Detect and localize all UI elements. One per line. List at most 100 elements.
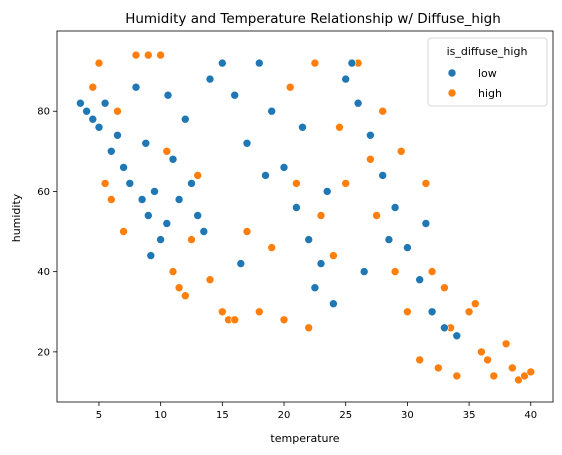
data-point-high <box>168 267 178 276</box>
data-point-low <box>384 235 394 244</box>
data-point-low <box>359 267 369 276</box>
data-point-high <box>378 106 388 116</box>
data-point-high <box>520 371 529 381</box>
data-point-high <box>292 179 301 188</box>
data-point-high <box>254 307 264 317</box>
data-point-low <box>452 331 462 341</box>
x-tick-label: 20 <box>278 410 291 421</box>
data-point-high <box>107 195 116 204</box>
data-point-high <box>310 58 320 68</box>
data-point-low <box>254 58 264 68</box>
data-point-low <box>100 98 110 108</box>
data-point-high <box>279 315 289 325</box>
legend-label-high: high <box>478 87 502 100</box>
data-point-high <box>335 123 344 132</box>
data-point-high <box>162 147 172 156</box>
y-tick-label: 60 <box>37 187 50 198</box>
data-point-low <box>88 114 98 124</box>
data-point-high <box>464 307 474 317</box>
data-point-low <box>378 171 388 180</box>
data-point-low <box>403 243 412 252</box>
x-tick-label: 30 <box>401 410 414 421</box>
data-point-low <box>107 147 116 156</box>
data-point-low <box>329 299 338 309</box>
data-point-high <box>193 171 202 180</box>
data-point-high <box>372 211 381 220</box>
data-point-high <box>187 235 196 244</box>
x-tick-label: 35 <box>463 410 476 421</box>
data-point-high <box>304 323 314 333</box>
y-tick-label: 80 <box>37 107 50 118</box>
data-point-low <box>150 187 159 196</box>
data-point-low <box>242 139 252 148</box>
data-point-low <box>162 219 172 228</box>
y-axis-ticks: 20 40 60 80 <box>37 107 57 358</box>
data-point-low <box>261 171 270 180</box>
data-point-high <box>415 355 425 365</box>
chart-title: Humidity and Temperature Relationship w/… <box>125 11 501 27</box>
data-point-high <box>181 291 190 301</box>
data-point-high <box>470 299 480 309</box>
data-point-high <box>427 267 437 276</box>
y-tick-label: 20 <box>37 347 50 358</box>
data-point-high <box>421 179 431 188</box>
data-point-low <box>347 58 357 68</box>
data-point-low <box>131 82 141 92</box>
data-point-high <box>329 251 338 260</box>
data-point-high <box>156 50 165 60</box>
data-point-low <box>292 203 301 212</box>
data-point-low <box>298 123 307 132</box>
legend-marker-high <box>447 88 457 98</box>
data-point-high <box>316 211 326 220</box>
data-point-high <box>113 106 122 116</box>
data-point-low <box>187 179 196 188</box>
x-tick-label: 10 <box>154 410 167 421</box>
data-point-low <box>113 131 122 140</box>
x-axis-label: temperature <box>270 432 339 445</box>
data-point-high <box>131 50 141 60</box>
data-point-low <box>163 90 173 100</box>
x-tick-label: 25 <box>339 410 352 421</box>
data-point-high <box>88 82 98 92</box>
x-tick-label: 5 <box>96 410 102 421</box>
data-point-low <box>267 106 277 116</box>
data-point-high <box>483 355 492 365</box>
plot-frame <box>56 30 554 403</box>
legend-label-low: low <box>478 67 497 80</box>
data-point-high <box>174 283 184 293</box>
data-point-high <box>514 375 523 385</box>
data-point-low <box>119 163 128 172</box>
data-point-low <box>310 283 320 293</box>
plot-points <box>76 50 536 385</box>
data-point-low <box>427 307 437 317</box>
data-point-high <box>144 50 153 60</box>
data-point-low <box>125 179 135 188</box>
data-point-low <box>181 114 190 124</box>
data-point-high <box>100 179 110 188</box>
data-point-low <box>366 131 375 140</box>
x-axis-ticks: 5 10 15 20 25 30 35 40 <box>96 402 537 421</box>
data-point-low <box>156 235 165 244</box>
data-point-high <box>230 315 239 325</box>
data-point-high <box>341 179 351 188</box>
data-point-high <box>489 371 499 381</box>
data-point-high <box>501 339 511 349</box>
data-point-low <box>390 203 400 212</box>
data-point-low <box>76 98 85 108</box>
data-point-low <box>415 275 425 285</box>
data-point-high <box>452 371 462 381</box>
data-point-high <box>507 363 517 373</box>
data-point-low <box>199 227 209 236</box>
data-point-high <box>119 227 128 236</box>
y-axis-label: humidity <box>10 193 23 242</box>
data-point-low <box>137 195 147 204</box>
data-point-low <box>230 90 239 100</box>
data-point-low <box>218 58 227 68</box>
data-point-high <box>396 147 406 156</box>
data-point-high <box>218 307 227 317</box>
data-point-high <box>285 82 295 92</box>
data-point-low <box>353 98 363 108</box>
x-tick-label: 40 <box>524 410 537 421</box>
